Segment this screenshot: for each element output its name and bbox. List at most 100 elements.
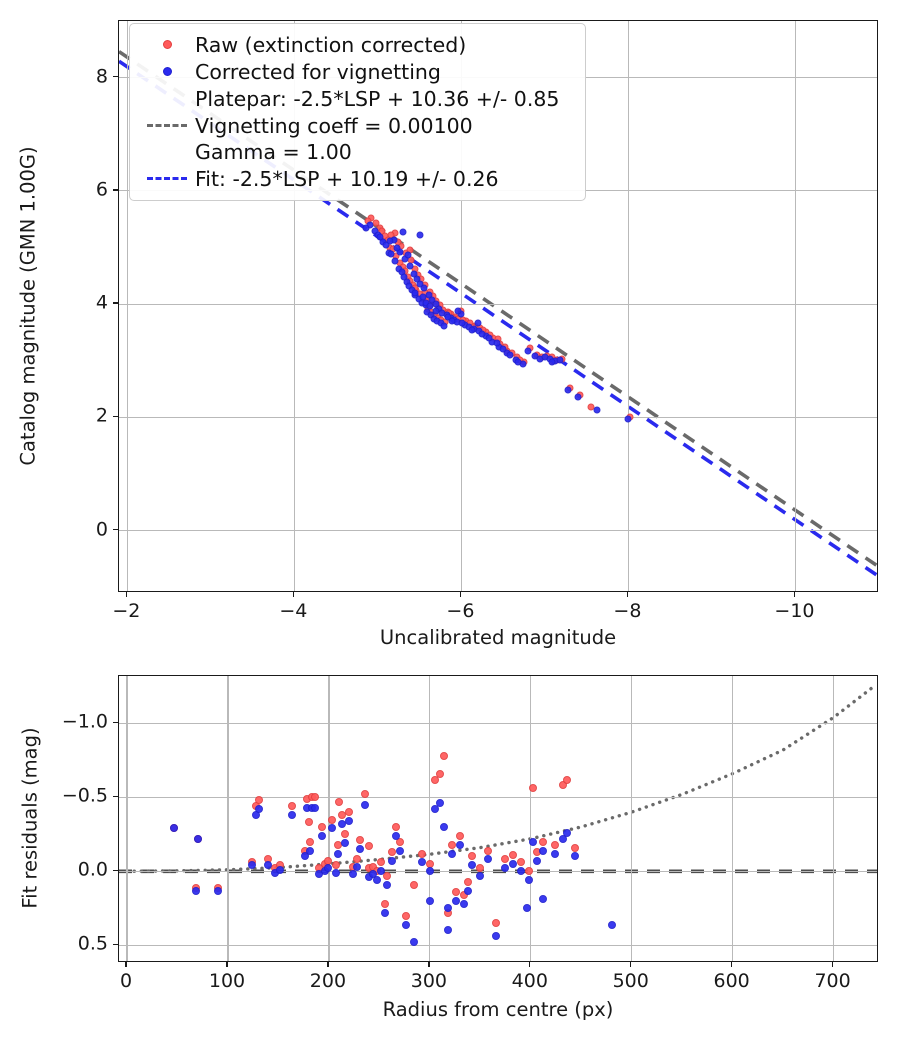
gridline-vertical (126, 676, 128, 961)
x-tick-label: 500 (612, 970, 649, 992)
data-point (593, 406, 601, 413)
data-point (435, 799, 444, 808)
data-point (193, 834, 202, 843)
legend-key-corrected-dot (139, 58, 195, 85)
data-point (417, 849, 426, 858)
legend-label-corrected: Corrected for vignetting (195, 60, 441, 85)
x-tick-mark (428, 962, 430, 967)
data-point (439, 751, 448, 760)
data-point (538, 837, 547, 846)
data-point (430, 805, 439, 814)
data-point (460, 890, 469, 899)
data-point (538, 895, 547, 904)
gridline-vertical (832, 676, 835, 961)
y-tick-mark (113, 529, 118, 531)
data-point (551, 840, 560, 849)
data-point (387, 848, 396, 857)
gridline-vertical (794, 21, 797, 591)
x-tick-mark (793, 592, 796, 597)
y-tick-mark (113, 795, 118, 797)
gridline-vertical (631, 676, 633, 961)
data-point (439, 822, 448, 831)
data-point (528, 837, 537, 846)
legend-key-fit-dash (139, 165, 195, 192)
data-point (353, 862, 362, 871)
legend-label-platepar: Platepar: -2.5*LSP + 10.36 +/- 0.85 Vign… (195, 87, 560, 164)
x-tick-mark (459, 592, 462, 597)
data-point (305, 837, 314, 846)
data-point (276, 865, 285, 874)
x-tick-label: 600 (713, 970, 750, 992)
data-point (361, 790, 370, 799)
data-point (548, 358, 556, 366)
data-point (559, 834, 568, 843)
gridline-horizontal (119, 722, 877, 724)
data-point (500, 864, 509, 873)
data-point (448, 317, 456, 325)
gridline-horizontal (119, 944, 877, 946)
data-point (387, 250, 395, 258)
legend-item-platepar: Platepar: -2.5*LSP + 10.36 +/- 0.85 Vign… (139, 85, 574, 165)
x-tick-mark (831, 962, 834, 967)
y-tick-mark (113, 75, 118, 78)
data-point (335, 797, 344, 806)
plot-line-vignetting-curve (125, 684, 876, 873)
data-point (393, 244, 401, 252)
data-point (607, 920, 616, 929)
gridline-vertical (126, 21, 128, 591)
x-tick-mark (226, 962, 228, 967)
y-tick-mark (113, 721, 118, 724)
data-point (373, 876, 382, 885)
data-point (327, 815, 336, 824)
data-point (532, 856, 541, 865)
data-point (323, 864, 332, 873)
data-point (287, 811, 296, 820)
x-tick-label: −4 (279, 600, 308, 622)
data-point (500, 855, 509, 864)
data-point (383, 880, 392, 889)
data-point (559, 781, 568, 790)
data-point (492, 932, 501, 941)
data-point (416, 231, 424, 239)
data-point (516, 858, 525, 867)
gridline-vertical (732, 676, 734, 961)
data-point (419, 293, 427, 301)
data-point (191, 886, 200, 895)
data-point (464, 877, 473, 886)
data-point (369, 870, 378, 879)
data-point (406, 262, 414, 270)
data-point (456, 840, 465, 849)
data-point (391, 831, 400, 840)
y-tick-mark (113, 189, 118, 191)
data-point (356, 836, 365, 845)
data-point (571, 843, 580, 852)
data-point (440, 322, 448, 330)
x-tick-label: 700 (814, 970, 851, 992)
data-point (264, 861, 273, 870)
x-tick-label: 400 (511, 970, 548, 992)
y-tick-mark (113, 415, 118, 418)
data-point (381, 908, 390, 917)
gridline-vertical (460, 21, 462, 591)
x-tick-label: 0 (120, 970, 133, 992)
x-tick-mark (529, 962, 531, 967)
data-point (425, 867, 434, 876)
data-point (452, 896, 461, 905)
data-point (248, 861, 257, 870)
data-point (508, 859, 517, 868)
gridline-vertical (293, 21, 295, 591)
gridline-horizontal (119, 530, 877, 532)
data-point (362, 224, 370, 232)
x-tick-label: 300 (410, 970, 447, 992)
data-point (300, 852, 309, 861)
data-point (464, 886, 473, 895)
x-tick-label: −6 (446, 600, 475, 622)
data-point (341, 839, 350, 848)
y-tick-label: 4 (95, 291, 108, 314)
gridline-vertical (227, 676, 229, 961)
data-point (345, 808, 354, 817)
data-point (305, 846, 314, 855)
data-point (524, 867, 533, 876)
data-point (468, 326, 476, 334)
